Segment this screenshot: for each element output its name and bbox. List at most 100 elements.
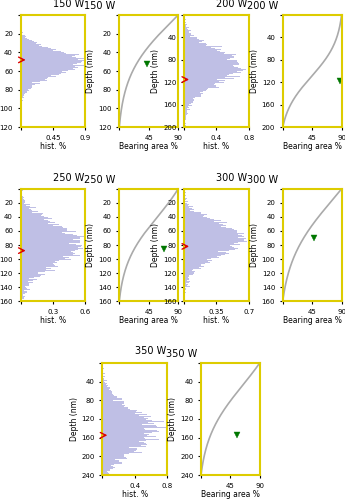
- Bar: [21, 222, 57, 224]
- X-axis label: Bearing area %: Bearing area %: [201, 490, 260, 499]
- Bar: [184, 258, 211, 259]
- Bar: [184, 64, 239, 65]
- Bar: [184, 257, 219, 258]
- Bar: [21, 221, 50, 222]
- Y-axis label: Depth (nm): Depth (nm): [250, 223, 259, 267]
- Bar: [184, 261, 208, 262]
- Text: 350 W: 350 W: [166, 349, 197, 359]
- Bar: [21, 240, 80, 241]
- Bar: [21, 86, 32, 87]
- Bar: [184, 82, 224, 83]
- Bar: [184, 264, 200, 266]
- Bar: [21, 44, 40, 45]
- Bar: [21, 54, 79, 55]
- Bar: [184, 49, 221, 50]
- Bar: [184, 210, 193, 212]
- Bar: [184, 55, 234, 56]
- Bar: [21, 231, 76, 232]
- Bar: [184, 280, 187, 281]
- Bar: [184, 124, 185, 125]
- Bar: [21, 275, 41, 276]
- Bar: [184, 205, 188, 206]
- Bar: [184, 214, 207, 215]
- Bar: [184, 245, 230, 246]
- Bar: [21, 285, 29, 286]
- Text: 350 W: 350 W: [135, 346, 166, 356]
- Bar: [184, 35, 194, 36]
- Bar: [21, 82, 32, 84]
- Bar: [184, 102, 189, 103]
- Bar: [184, 38, 197, 39]
- Bar: [184, 263, 205, 264]
- Bar: [184, 34, 194, 35]
- X-axis label: hist. %: hist. %: [40, 316, 66, 325]
- Bar: [21, 89, 28, 90]
- Text: 200 W: 200 W: [216, 0, 248, 8]
- Bar: [184, 229, 234, 230]
- Bar: [184, 48, 215, 49]
- Bar: [184, 227, 238, 228]
- Bar: [21, 94, 24, 96]
- Bar: [184, 246, 233, 247]
- Bar: [184, 266, 197, 268]
- Y-axis label: Depth (nm): Depth (nm): [151, 49, 160, 93]
- Bar: [184, 93, 204, 94]
- Bar: [184, 59, 225, 60]
- Bar: [21, 286, 25, 287]
- Bar: [184, 53, 224, 54]
- Bar: [21, 230, 67, 231]
- Bar: [21, 205, 26, 206]
- Bar: [21, 250, 67, 252]
- Bar: [21, 42, 37, 43]
- Bar: [184, 99, 194, 100]
- Bar: [21, 50, 60, 51]
- Bar: [184, 72, 241, 73]
- Bar: [184, 285, 187, 286]
- Bar: [184, 300, 185, 301]
- Bar: [21, 269, 46, 270]
- Bar: [184, 46, 222, 47]
- Bar: [184, 67, 238, 68]
- Bar: [184, 50, 217, 51]
- Bar: [184, 68, 242, 69]
- Bar: [21, 75, 51, 76]
- Bar: [184, 260, 212, 261]
- Bar: [21, 249, 78, 250]
- Bar: [21, 55, 75, 56]
- Text: 150 W: 150 W: [53, 0, 84, 8]
- Bar: [184, 105, 194, 106]
- Bar: [21, 104, 22, 105]
- Bar: [184, 259, 207, 260]
- Text: 300 W: 300 W: [247, 175, 278, 185]
- X-axis label: hist. %: hist. %: [40, 142, 66, 151]
- Bar: [184, 231, 237, 232]
- Bar: [21, 242, 80, 243]
- Bar: [21, 219, 44, 220]
- Bar: [184, 226, 221, 227]
- Bar: [184, 269, 193, 270]
- Bar: [21, 297, 24, 298]
- Bar: [21, 76, 48, 78]
- Bar: [21, 261, 55, 262]
- Bar: [21, 40, 32, 41]
- Bar: [184, 115, 186, 116]
- Bar: [184, 98, 193, 99]
- Bar: [184, 248, 238, 249]
- Bar: [184, 196, 186, 198]
- Bar: [184, 81, 219, 82]
- Text: 250 W: 250 W: [84, 175, 115, 185]
- Bar: [184, 109, 190, 110]
- Bar: [184, 207, 189, 208]
- Bar: [21, 254, 73, 255]
- Bar: [184, 88, 208, 89]
- Bar: [21, 60, 85, 61]
- Bar: [184, 70, 242, 71]
- Bar: [184, 17, 185, 18]
- Bar: [21, 214, 42, 215]
- Bar: [21, 32, 23, 33]
- Bar: [21, 71, 62, 72]
- Bar: [21, 78, 45, 80]
- Bar: [184, 282, 189, 283]
- Bar: [184, 97, 196, 98]
- Bar: [21, 257, 69, 258]
